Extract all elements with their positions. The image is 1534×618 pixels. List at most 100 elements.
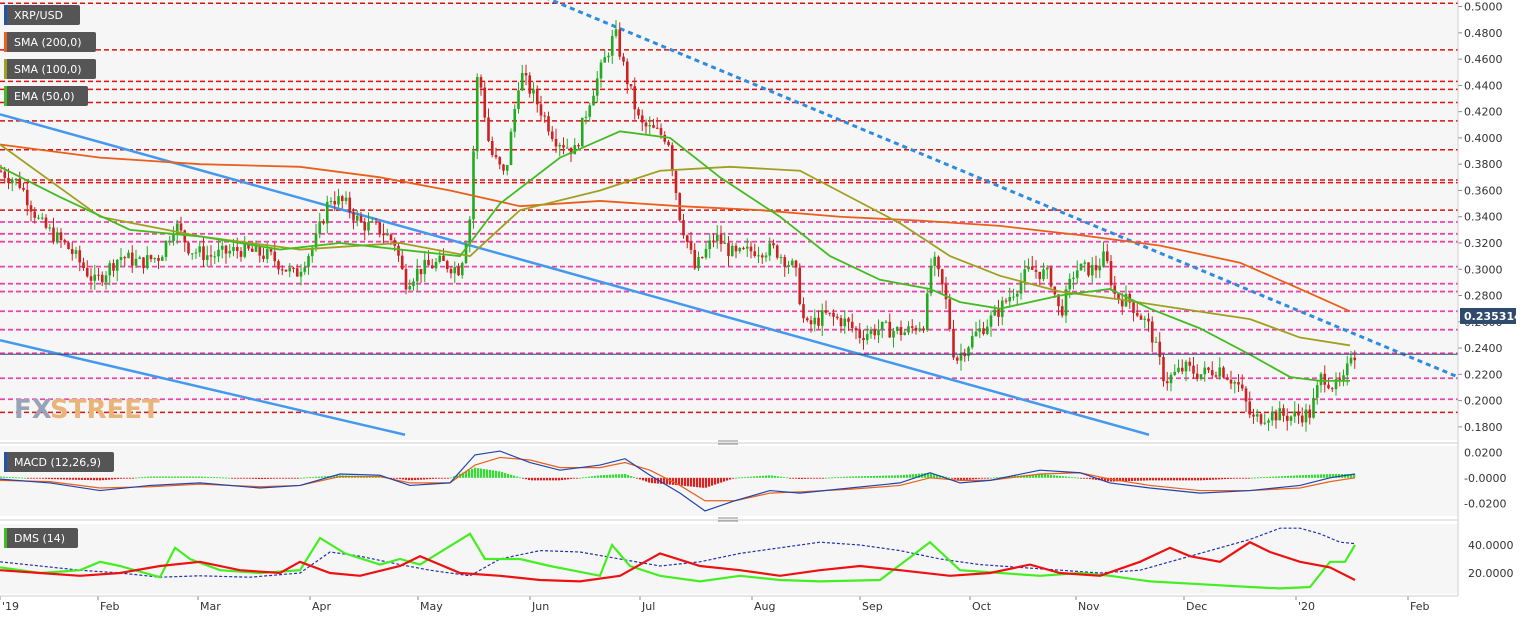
candle-body: [97, 274, 100, 276]
macd-histogram-bar: [393, 477, 396, 479]
candle-body: [318, 221, 322, 234]
candle-body: [1312, 397, 1315, 418]
candle-body: [899, 327, 903, 335]
candle-body: [1034, 269, 1038, 272]
macd-tag[interactable]: MACD (12,26,9): [4, 452, 114, 472]
macd-histogram-bar: [609, 474, 612, 478]
candle-body: [967, 347, 970, 357]
macd-histogram-bar: [744, 477, 747, 478]
candle-body: [532, 89, 535, 94]
candle-body: [730, 245, 734, 257]
macd-histogram-bar: [276, 477, 279, 479]
macd-histogram-bar: [777, 476, 780, 478]
macd-histogram-bar: [1092, 477, 1095, 480]
candle-body: [528, 75, 532, 94]
macd-histogram-bar: [288, 477, 291, 479]
candle-body: [1150, 321, 1154, 343]
candle-body: [817, 317, 820, 326]
candle-body: [749, 246, 753, 252]
macd-histogram-bar: [999, 477, 1002, 478]
candle-body: [1075, 270, 1079, 278]
candle-body: [622, 56, 625, 62]
macd-histogram-bar: [756, 476, 759, 478]
candle-body: [1270, 411, 1274, 421]
candle-body: [183, 230, 187, 243]
candle-body: [472, 151, 475, 220]
macd-histogram-bar: [303, 477, 306, 479]
macd-histogram-bar: [567, 477, 570, 480]
macd-histogram-bar: [1230, 477, 1233, 479]
candle-body: [509, 131, 513, 165]
macd-histogram-bar: [615, 474, 618, 478]
macd-histogram-bar: [279, 477, 282, 479]
candle-body: [925, 293, 929, 331]
macd-histogram-bar: [783, 477, 786, 478]
macd-histogram-bar: [1233, 477, 1236, 479]
macd-histogram-bar: [1281, 476, 1284, 478]
candle-body: [629, 84, 633, 87]
macd-histogram-bar: [630, 476, 633, 478]
macd-histogram-bar: [234, 477, 237, 479]
macd-histogram-bar: [1239, 477, 1242, 479]
candle-body: [307, 256, 310, 268]
macd-histogram-bar: [1335, 474, 1338, 478]
candle-body: [295, 268, 299, 277]
symbol-tag[interactable]: XRP/USD: [4, 5, 80, 25]
macd-histogram-bar: [597, 475, 600, 478]
candle-body: [322, 221, 325, 224]
macd-histogram-bar: [309, 477, 312, 478]
macd-histogram-bar: [846, 476, 849, 478]
candle-body: [742, 247, 745, 249]
indicator-tag-ema50[interactable]: EMA (50,0): [4, 86, 88, 106]
candle-body: [344, 197, 348, 202]
macd-histogram-bar: [1173, 477, 1176, 481]
resize-handle-icon[interactable]: [718, 517, 738, 522]
macd-histogram-bar: [936, 474, 939, 478]
macd-histogram-bar: [684, 477, 687, 486]
macd-histogram-bar: [1152, 477, 1155, 481]
macd-histogram-bar: [183, 476, 186, 478]
macd-histogram-bar: [840, 477, 843, 478]
dms-y-label: 40.0000: [1468, 539, 1514, 552]
candle-body: [1300, 415, 1304, 423]
candle-body: [254, 245, 258, 252]
macd-histogram-bar: [1347, 474, 1350, 478]
candle-body: [325, 201, 329, 224]
candle-body: [734, 245, 738, 252]
macd-histogram-bar: [84, 477, 87, 480]
macd-histogram-bar: [603, 475, 606, 478]
x-axis-labels: '19 Feb Mar Apr May Jun Jul Aug Sep Oct Nov Dec '20 F…: [0, 596, 1429, 613]
candle-body: [775, 245, 779, 258]
candle-body: [63, 240, 67, 243]
candle-body: [884, 321, 888, 323]
macd-histogram-bar: [306, 477, 309, 479]
candle-body: [989, 315, 993, 327]
candle-body: [708, 240, 712, 250]
macd-histogram-bar: [987, 477, 990, 479]
indicator-tag-sma200[interactable]: SMA (200,0): [4, 32, 96, 52]
macd-histogram-bar: [1203, 477, 1206, 481]
candle-body: [142, 257, 145, 269]
indicator-tag-sma100[interactable]: SMA (100,0): [4, 59, 96, 79]
candle-body: [209, 255, 213, 257]
macd-histogram-bar: [1278, 476, 1281, 478]
resize-handle-icon[interactable]: [718, 440, 738, 445]
macd-histogram-bar: [798, 477, 801, 479]
macd-histogram-bar: [285, 477, 288, 479]
candle-body: [640, 115, 644, 123]
macd-histogram-bar: [294, 477, 297, 479]
candle-body: [145, 255, 149, 269]
candle-body: [284, 269, 288, 272]
ema50-line: [0, 130, 1350, 382]
macd-histogram-bar: [1248, 477, 1251, 479]
candle-body: [1285, 415, 1289, 421]
candle-body: [258, 245, 262, 256]
dms-tag[interactable]: DMS (14): [4, 528, 78, 548]
candle-body: [719, 234, 723, 244]
macd-histogram-bar: [492, 470, 495, 478]
macd-histogram-bar: [489, 469, 492, 478]
candle-body: [659, 127, 663, 135]
candle-body: [1012, 296, 1015, 298]
macd-histogram-bar: [1056, 475, 1059, 478]
macd-histogram-bar: [888, 475, 891, 478]
